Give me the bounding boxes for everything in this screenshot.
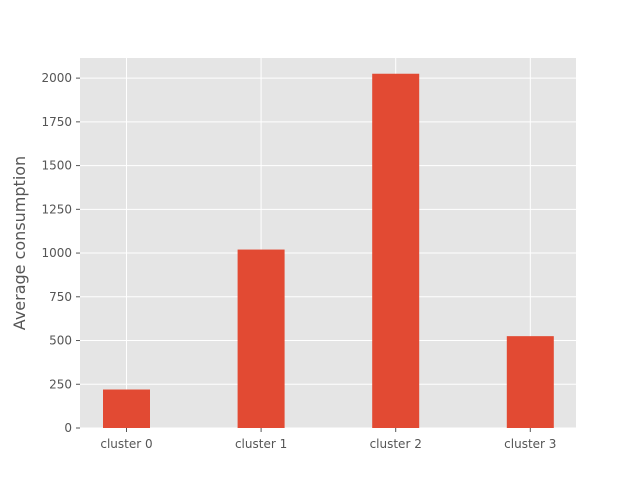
bars (103, 73, 554, 428)
bar-cluster-0 (103, 389, 150, 428)
y-tick-label: 1250 (41, 202, 72, 216)
x-axis-ticks: cluster 0 cluster 1 cluster 2 cluster 3 (100, 428, 556, 451)
y-tick-label: 1500 (41, 159, 72, 173)
plot-background (80, 58, 576, 428)
x-tick-label: cluster 2 (370, 437, 422, 451)
x-tick-label: cluster 1 (235, 437, 287, 451)
y-tick-label: 0 (64, 421, 72, 435)
y-tick-label: 1750 (41, 115, 72, 129)
x-tick-label: cluster 3 (504, 437, 556, 451)
bar-cluster-1 (237, 249, 285, 428)
bar-cluster-2 (372, 73, 420, 428)
y-tick-label: 500 (49, 334, 72, 348)
y-tick-label: 1000 (41, 246, 72, 260)
bar-cluster-3 (506, 336, 554, 428)
y-tick-label: 2000 (41, 71, 72, 85)
y-axis-ticks: 0 250 500 750 1000 1250 1500 1750 2000 (41, 71, 80, 435)
x-tick-label: cluster 0 (100, 437, 152, 451)
y-axis-title: Average consumption (10, 156, 29, 330)
y-tick-label: 750 (49, 290, 72, 304)
y-tick-label: 250 (49, 377, 72, 391)
